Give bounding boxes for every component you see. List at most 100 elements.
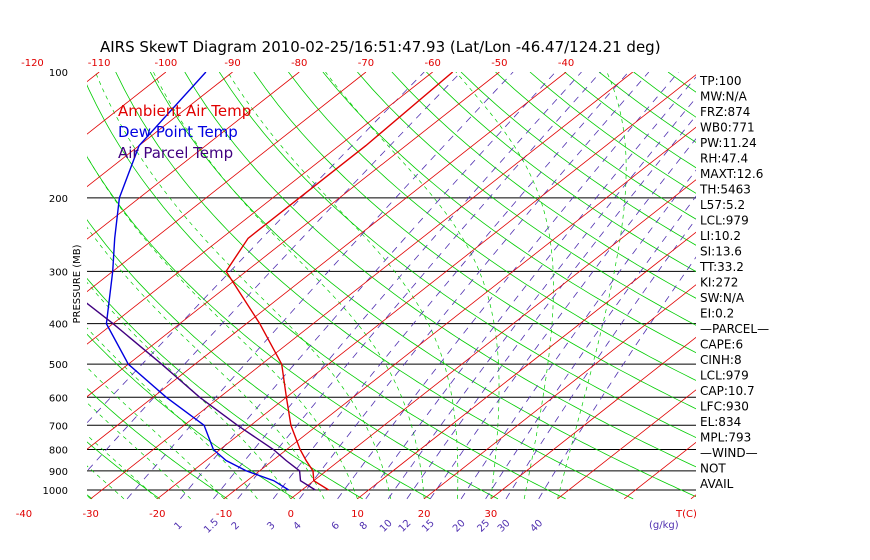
y-axis-label: PRESSURE (MB) — [72, 244, 83, 323]
dry-adiabat — [87, 333, 296, 500]
bottom-temp-tick-label: -10 — [216, 509, 232, 520]
index-line: LI:10.2 — [700, 229, 741, 243]
index-line: AVAIL — [700, 477, 734, 491]
isotherm-line — [157, 74, 696, 500]
pressure-tick-label: 100 — [49, 68, 68, 79]
moist-adiabat — [557, 72, 627, 499]
dry-adiabat — [322, 72, 696, 354]
mixing-ratio-line — [87, 72, 425, 424]
mixing-ratio-line — [272, 72, 629, 500]
mixing-ratio-line — [87, 72, 462, 472]
isobars — [87, 197, 696, 491]
index-line: LFC:930 — [700, 400, 749, 414]
mixing-ratio-line — [237, 72, 601, 500]
index-line: TH:5463 — [699, 183, 751, 197]
index-line: TT:33.2 — [699, 260, 744, 274]
moist-adiabat — [0, 72, 24, 499]
index-line: L57:5.2 — [700, 198, 745, 212]
legend: Ambient Air Temp Dew Point Temp Air Parcel… — [118, 102, 251, 162]
moist-adiabat — [87, 155, 358, 500]
dry-adiabat — [149, 72, 696, 498]
pressure-tick-label: 200 — [49, 194, 68, 205]
mixing-ratio-tick-label: 40 — [529, 518, 546, 535]
mixing-ratio-tick-label: 3 — [265, 520, 277, 532]
pressure-axis: 100 200 300 400 500 600 700 800 900 1000 — [43, 68, 68, 497]
moist-adiabat — [87, 327, 258, 500]
dry-adiabat — [87, 84, 566, 500]
mixing-ratio-tick-label: 10 — [378, 518, 395, 535]
mixing-ratio-tick-label: 2 — [230, 520, 242, 532]
isotherms — [0, 72, 696, 500]
bottom-temp-tick-label: -30 — [82, 509, 98, 520]
dry-adiabat — [391, 72, 696, 299]
index-line: FRZ:874 — [700, 105, 750, 119]
moist-adiabat — [87, 402, 191, 500]
isotherm-line — [290, 179, 696, 500]
legend-item-1: Ambient Air Temp — [118, 102, 251, 120]
dry-adiabat — [184, 72, 696, 468]
plot-area — [0, 72, 696, 500]
pressure-tick-label: 300 — [49, 267, 68, 278]
mixing-ratio-line — [485, 195, 696, 500]
top-temp-tick-label: -100 — [155, 58, 178, 69]
dry-adiabats — [87, 72, 696, 500]
mixing-ratio-tick-label: 15 — [420, 518, 437, 535]
isotherm-line — [557, 389, 696, 500]
dry-adiabat — [288, 72, 696, 381]
mixing-ratio-line — [460, 169, 696, 500]
mixing-ratio-line — [387, 97, 696, 500]
index-line: NOT — [700, 462, 726, 476]
pressure-tick-label: 500 — [49, 360, 68, 371]
bottom-temp-tick-label: 30 — [484, 509, 497, 520]
pressure-tick-label: 800 — [49, 445, 68, 456]
mixing-ratio-line — [299, 72, 650, 500]
dry-adiabat — [357, 72, 696, 326]
index-line: MAXT:12.6 — [700, 167, 763, 181]
index-line: LCL:979 — [700, 214, 749, 228]
mixing-ratio-tick-label: 12 — [397, 518, 414, 535]
mixing-ratio-tick-label: 1 — [172, 520, 184, 532]
moist-adiabat — [87, 226, 325, 500]
dry-adiabat — [253, 72, 696, 410]
dry-adiabat — [460, 72, 696, 246]
legend-item-2: Dew Point Temp — [118, 123, 238, 141]
top-temp-tick-label: -70 — [358, 58, 374, 69]
dry-adiabat — [87, 441, 161, 500]
top-temp-tick-label: -120 — [21, 58, 44, 69]
index-line: MW:N/A — [700, 90, 748, 104]
pressure-tick-label: 700 — [49, 421, 68, 432]
mixing-ratio-tick-label: 6 — [330, 520, 342, 532]
dry-adiabat — [87, 388, 228, 500]
index-line: SW:N/A — [700, 291, 745, 305]
chart-title: AIRS SkewT Diagram 2010-02-25/16:51:47.9… — [100, 38, 661, 56]
bottom-temp-tick-label: -40 — [16, 509, 32, 520]
top-temp-tick-label: -60 — [424, 58, 440, 69]
pressure-tick-label: 900 — [49, 467, 68, 478]
top-temp-tick-label: -110 — [88, 58, 111, 69]
bottom-temp-tick-label: 20 — [418, 509, 431, 520]
index-line: —PARCEL— — [700, 322, 769, 336]
legend-item-3: Air Parcel Temp — [118, 144, 233, 162]
series-lines — [87, 72, 454, 491]
index-line: EL:834 — [700, 415, 741, 429]
index-line: —WIND— — [700, 446, 758, 460]
isotherm-line — [490, 336, 696, 500]
mixing-ratio-line — [406, 115, 696, 500]
bottom-temp-tick-label: 0 — [288, 509, 294, 520]
mixing-ratio-tick-label: 20 — [451, 518, 468, 535]
mixing-ratio-line — [213, 72, 582, 500]
top-temp-tick-label: -80 — [291, 58, 307, 69]
mixing-ratio-tick-label: 8 — [358, 520, 370, 532]
index-line: PW:11.24 — [700, 136, 757, 150]
dry-adiabat — [87, 219, 431, 500]
isotherm-line — [90, 72, 634, 500]
index-line: RH:47.4 — [700, 152, 748, 166]
top-temp-axis: -120 -110 -100 -90 -80 -70 -60 -50 -40 — [21, 58, 574, 69]
isotherm-line — [0, 72, 32, 499]
index-line: MPL:793 — [700, 431, 751, 445]
moist-adiabat — [0, 72, 57, 499]
index-line: TP:100 — [699, 74, 742, 88]
isotherm-line — [87, 72, 300, 240]
